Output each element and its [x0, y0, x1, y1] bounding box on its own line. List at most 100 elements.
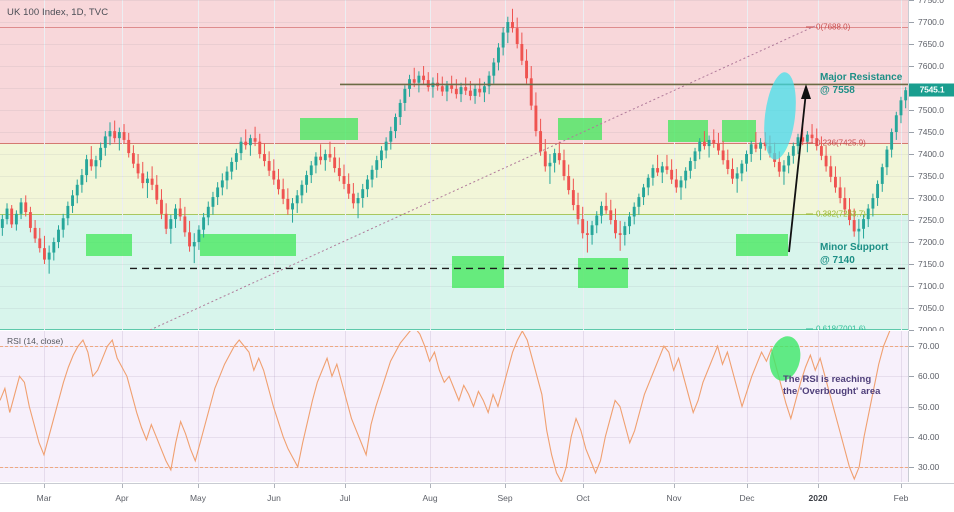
rsi-axis-tick-1: [909, 376, 914, 378]
price-axis-tick-11: [909, 242, 914, 243]
price-axis-label-13: 7100.0: [918, 281, 944, 291]
price-hgrid-0: [0, 0, 908, 1]
price-axis-tick-10: [909, 220, 914, 221]
price-axis-label-12: 7150.0: [918, 259, 944, 269]
price-hgrid-10: [0, 220, 908, 221]
price-axis-tick-7: [909, 154, 914, 155]
time-axis-tick-6: [505, 484, 506, 488]
time-axis-tick-11: [901, 484, 902, 488]
price-axis-label-10: 7250.0: [918, 215, 944, 225]
fib-line-2: [0, 213, 908, 215]
time-axis[interactable]: Mar Apr May Jun Jul Aug Sep Oct Nov Dec 2020 Feb: [0, 483, 954, 512]
time-axis-tick-0: [44, 484, 45, 488]
time-axis-tick-4: [345, 484, 346, 488]
price-axis-label-7: 7400.0: [918, 149, 944, 159]
price-vgrid-3: [274, 0, 275, 330]
time-axis-tick-7: [583, 484, 584, 488]
rsi-axis-tick-0: [909, 346, 914, 348]
time-axis-label-feb: Feb: [893, 493, 909, 503]
price-axis-tick-1: [909, 22, 914, 23]
price-axis-tick-8: [909, 176, 914, 177]
major-resistance-annotation: Major Resistance @ 7558: [820, 72, 903, 96]
supply-zone-box: [668, 120, 708, 142]
price-vgrid-5: [430, 0, 431, 330]
time-axis-tick-3: [274, 484, 275, 488]
fib-tick-1: [806, 142, 813, 144]
time-axis-label-may: May: [189, 493, 207, 503]
fib-label-2: 0.382(7263.7): [816, 209, 866, 219]
price-axis-label-6: 7450.0: [918, 127, 944, 137]
time-axis-tick-8: [674, 484, 675, 488]
time-axis-tick-10: [818, 484, 819, 488]
price-axis-tick-12: [909, 264, 914, 265]
fib-line-0: [0, 27, 908, 29]
price-axis-label-15: 7000.0: [918, 325, 944, 335]
rsi-axis-label-1: 60.00: [918, 371, 940, 382]
time-axis-label-jul: Jul: [339, 493, 351, 503]
chart-title: UK 100 Index, 1D, TVC: [7, 7, 109, 18]
supply-zone-box: [300, 118, 358, 140]
current-price-badge[interactable]: 7545.1: [909, 83, 954, 97]
minor-support-annotation: Minor Support @ 7140: [820, 242, 889, 266]
price-axis-label-11: 7200.0: [918, 237, 944, 247]
price-axis-label-2: 7650.0: [918, 39, 944, 49]
price-axis-tick-9: [909, 198, 914, 199]
rsi-axis-tick-3: [909, 436, 914, 438]
time-axis-label-aug: Aug: [422, 493, 438, 503]
fib-tick-2: [806, 213, 813, 215]
price-vgrid-4: [345, 0, 346, 330]
price-vgrid-8: [674, 0, 675, 330]
price-axis-tick-13: [909, 286, 914, 287]
rsi-overbought-line: [0, 346, 908, 348]
price-axis-label-5: 7500.0: [918, 105, 944, 115]
fib-tick-3: [806, 328, 813, 330]
price-hgrid-14: [0, 308, 908, 309]
rsi-axis-label-3: 40.00: [918, 431, 940, 442]
price-hgrid-8: [0, 176, 908, 177]
price-axis-tick-3: [909, 66, 914, 67]
price-axis-tick-6: [909, 132, 914, 133]
rsi-axis[interactable]: 70.00 60.00 50.00 40.00 30.00: [908, 331, 954, 482]
price-axis-tick-2: [909, 44, 914, 45]
price-vgrid-6: [505, 0, 506, 330]
rsi-vgrid-11: [901, 331, 902, 482]
time-axis-tick-1: [122, 484, 123, 488]
fib-tick-0: [806, 26, 813, 28]
fib-label-3: 0.618(7001.6): [816, 324, 866, 330]
price-vgrid-2: [198, 0, 199, 330]
price-axis-label-14: 7050.0: [918, 303, 944, 313]
supply-zone-box: [722, 120, 756, 142]
supply-zone-box: [558, 118, 602, 140]
demand-zone-box: [578, 258, 628, 288]
price-vgrid-1: [122, 0, 123, 330]
demand-zone-box: [86, 234, 132, 256]
time-axis-label-jun: Jun: [267, 493, 281, 503]
price-vgrid-0: [44, 0, 45, 330]
price-axis[interactable]: 7750.07700.07650.07600.07550.07500.07450…: [908, 0, 954, 335]
rsi-axis-label-2: 50.00: [918, 401, 940, 412]
price-axis-label-0: 7750.0: [918, 0, 944, 5]
rsi-hgrid-2: [0, 406, 908, 408]
price-axis-tick-5: [909, 110, 914, 111]
price-vgrid-11: [901, 0, 902, 330]
demand-zone-box: [736, 234, 788, 256]
time-axis-label-oct: Oct: [576, 493, 590, 503]
time-axis-label-apr: Apr: [115, 493, 129, 503]
price-axis-label-3: 7600.0: [918, 61, 944, 71]
time-axis-label-dec: Dec: [739, 493, 755, 503]
rsi-pane[interactable]: RSI (14, close) The RSI is reaching the …: [0, 331, 908, 482]
fib-label-0: 0(7688.0): [816, 22, 851, 32]
demand-zone-box: [452, 256, 504, 288]
rsi-axis-label-4: 30.00: [918, 461, 940, 472]
time-axis-tick-9: [747, 484, 748, 488]
price-chart-pane[interactable]: 0(7688.0) 0.236(7425.9) 0.382(7263.7) 0.618…: [0, 0, 908, 330]
fib-label-1: 0.236(7425.9): [816, 138, 866, 148]
rsi-oversold-line: [0, 466, 908, 468]
rsi-hgrid-1: [0, 376, 908, 378]
price-hgrid-2: [0, 44, 908, 45]
rsi-annotation: The RSI is reaching the 'Overbought' are…: [783, 374, 881, 397]
price-hgrid-3: [0, 66, 908, 67]
price-axis-label-1: 7700.0: [918, 17, 944, 27]
time-axis-label-mar: Mar: [36, 493, 52, 503]
